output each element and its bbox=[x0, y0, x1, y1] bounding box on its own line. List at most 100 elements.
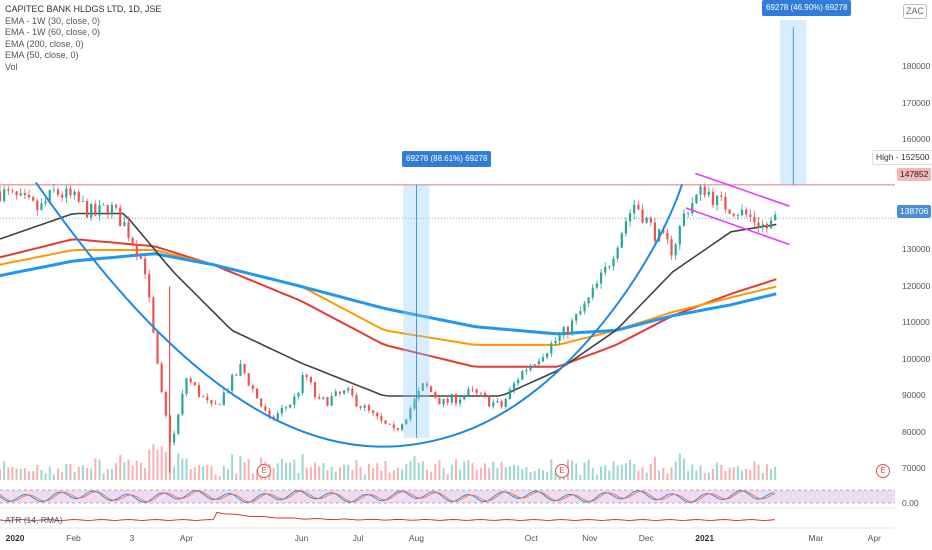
volume-bar bbox=[156, 449, 159, 480]
volume-bar bbox=[753, 461, 756, 480]
candle-body bbox=[517, 379, 520, 384]
volume-bar bbox=[359, 467, 362, 480]
volume-bar bbox=[616, 465, 619, 480]
candle-body bbox=[417, 390, 420, 399]
candle-body bbox=[131, 237, 134, 245]
volume-bar bbox=[707, 472, 710, 480]
volume-bar bbox=[222, 465, 225, 480]
candle-body bbox=[620, 233, 623, 248]
channel-upper bbox=[695, 172, 790, 207]
earnings-marker[interactable]: E bbox=[876, 464, 890, 478]
volume-bar bbox=[417, 462, 420, 480]
candle-body bbox=[674, 244, 677, 256]
volume-bar bbox=[272, 467, 275, 480]
measure-callout-left[interactable]: 69278 (88.61%) 69278 bbox=[402, 151, 492, 167]
candle-body bbox=[467, 389, 470, 396]
candle-body bbox=[525, 369, 528, 372]
volume-bar bbox=[695, 470, 698, 480]
volume-bar bbox=[401, 469, 404, 480]
y-tick-label: 170000 bbox=[902, 97, 931, 108]
volume-bar bbox=[376, 463, 379, 480]
candle-body bbox=[301, 375, 304, 393]
candle-body bbox=[280, 407, 283, 414]
candle-body bbox=[454, 394, 458, 404]
volume-bar bbox=[678, 453, 681, 480]
candle-body bbox=[488, 395, 491, 407]
candle-body bbox=[123, 222, 126, 227]
x-tick-label: 2020 bbox=[5, 533, 25, 543]
candle-body bbox=[583, 303, 586, 312]
volume-bar bbox=[691, 464, 694, 480]
candle-body bbox=[243, 364, 246, 374]
candle-body bbox=[210, 399, 213, 404]
drawings bbox=[34, 20, 807, 448]
volume-bar bbox=[533, 471, 536, 480]
candle-body bbox=[492, 402, 495, 407]
y-tick-label: 100000 bbox=[902, 353, 931, 364]
candle-body bbox=[562, 326, 565, 336]
volume-bar bbox=[513, 464, 516, 480]
volume-bar bbox=[102, 473, 105, 480]
volume-bar bbox=[670, 467, 673, 480]
volume-bar bbox=[396, 467, 399, 480]
candle-body bbox=[239, 364, 242, 376]
candle-body bbox=[0, 191, 2, 201]
candle-body bbox=[106, 204, 109, 215]
candle-body bbox=[338, 391, 342, 394]
volume-bar bbox=[442, 468, 445, 480]
volume-bar bbox=[724, 470, 727, 480]
volume-bar bbox=[732, 467, 735, 480]
volume-bar bbox=[529, 471, 532, 480]
volume-bar bbox=[123, 462, 126, 480]
candle-body bbox=[235, 374, 238, 376]
volume-bar bbox=[181, 458, 184, 480]
volume-bar bbox=[591, 468, 594, 480]
candle-body bbox=[479, 392, 482, 394]
currency-button[interactable]: ZAC bbox=[903, 4, 927, 19]
volume-bar bbox=[624, 463, 627, 480]
measure-callout-right[interactable]: 69278 (46.90%) 69278 bbox=[762, 0, 852, 16]
candle-body bbox=[231, 374, 234, 391]
volume-bar bbox=[450, 464, 453, 480]
volume-bar bbox=[363, 474, 366, 480]
earnings-marker[interactable]: E bbox=[555, 464, 569, 478]
candle-body bbox=[81, 201, 85, 202]
volume-bar bbox=[81, 465, 84, 480]
volume-bar bbox=[421, 461, 424, 480]
candle-body bbox=[716, 195, 719, 206]
candle-body bbox=[637, 204, 640, 210]
volume-bar bbox=[202, 466, 205, 480]
volume-bar bbox=[475, 469, 478, 480]
volume-bar bbox=[446, 474, 449, 480]
candle-body bbox=[599, 272, 603, 284]
earnings-marker[interactable]: E bbox=[257, 464, 271, 478]
volume-bar bbox=[600, 466, 603, 480]
candle-body bbox=[666, 232, 669, 240]
volume-bar bbox=[550, 459, 553, 480]
candle-body bbox=[98, 205, 101, 216]
y-tick-label: 160000 bbox=[902, 134, 931, 145]
volume-bar bbox=[633, 463, 636, 480]
candle-body bbox=[749, 214, 752, 217]
candle-body bbox=[247, 373, 250, 386]
candle-body bbox=[633, 204, 636, 214]
volume-bar bbox=[749, 470, 752, 480]
legend-line: EMA - 1W (60, close, 0) bbox=[5, 27, 101, 37]
x-tick-label: Oct bbox=[524, 533, 538, 543]
candle-body bbox=[355, 395, 358, 407]
volume-bar bbox=[500, 462, 503, 480]
candle-body bbox=[500, 401, 503, 407]
candle-body bbox=[351, 388, 354, 396]
volume-bar bbox=[40, 469, 43, 480]
volume-bar bbox=[703, 472, 706, 480]
volume-bar bbox=[517, 465, 520, 480]
volume-bar bbox=[720, 464, 723, 480]
volume-bar bbox=[218, 476, 221, 480]
volume-bar bbox=[144, 467, 147, 480]
volume-bar bbox=[687, 471, 690, 480]
volume-bar bbox=[641, 467, 644, 480]
candle-body bbox=[380, 416, 383, 421]
volume-bar bbox=[716, 462, 719, 480]
candle-body bbox=[309, 377, 312, 383]
